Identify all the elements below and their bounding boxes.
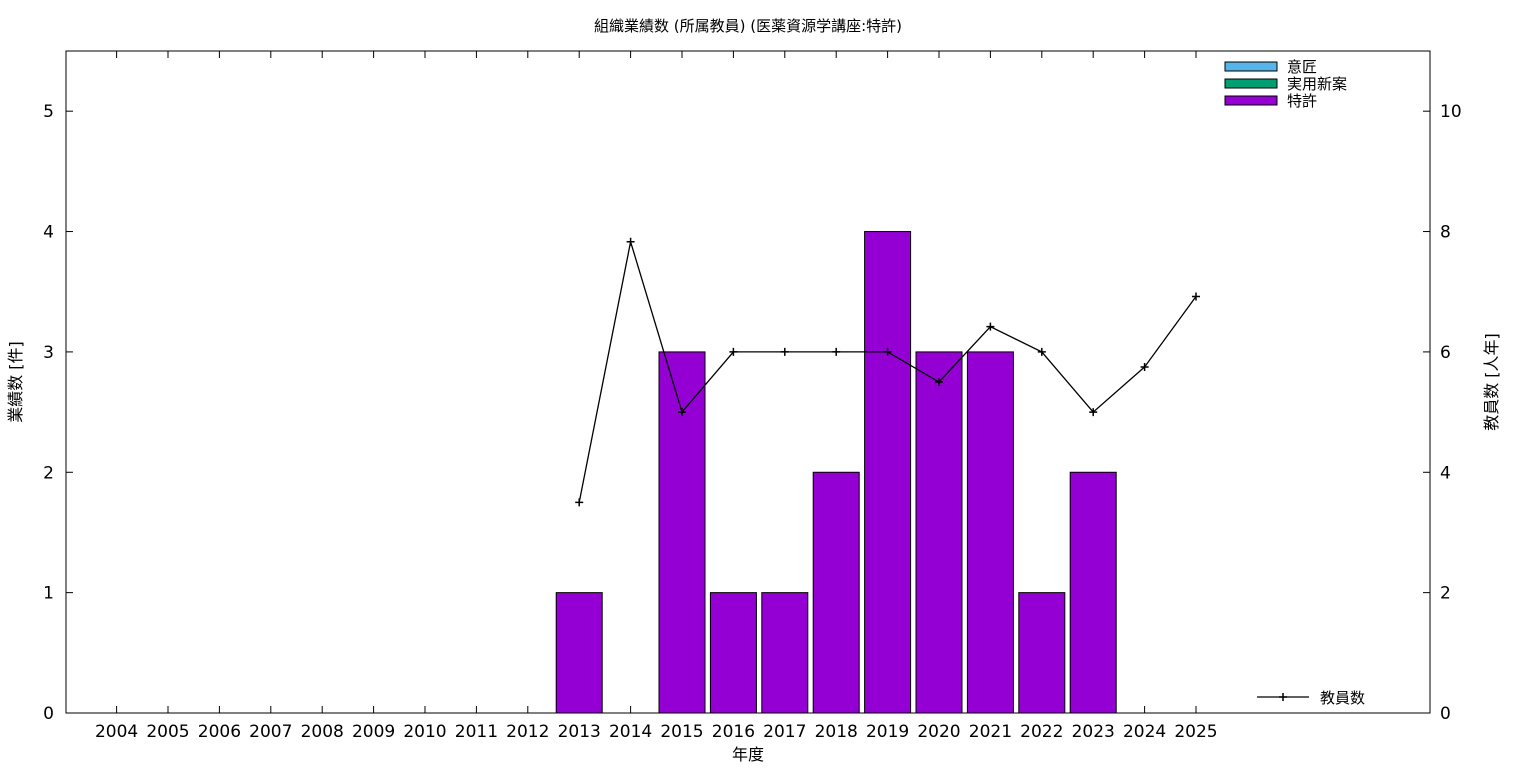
plot-area: 0 1 2 3 4 5 0 2 4 6 8 10 2004 2005 2006 2007 2008 2009 201… bbox=[43, 50, 1462, 742]
x-tick-label: 2008 bbox=[301, 722, 344, 742]
chart-title: 組織業績数 (所属教員) (医薬資源学講座:特許) bbox=[594, 17, 902, 35]
bar-2013 bbox=[555, 592, 603, 714]
legend-label: 意匠 bbox=[1287, 58, 1317, 76]
line-point bbox=[1037, 347, 1046, 356]
bar-2018 bbox=[812, 471, 860, 714]
line-point bbox=[1192, 292, 1200, 301]
bar-2015 bbox=[658, 351, 706, 714]
x-tick-label: 2020 bbox=[917, 722, 960, 742]
line-point bbox=[626, 237, 635, 246]
x-tick-label: 2012 bbox=[506, 722, 549, 742]
x-tick-label: 2024 bbox=[1123, 722, 1166, 742]
legend-swatch bbox=[1224, 61, 1278, 72]
bar-2017 bbox=[761, 592, 809, 714]
x-tick-label: 2005 bbox=[146, 722, 189, 742]
x-tick-label: 2009 bbox=[352, 722, 395, 742]
x-tick-label: 2021 bbox=[969, 722, 1012, 742]
bar-2020 bbox=[915, 351, 963, 714]
x-axis-label: 年度 bbox=[732, 745, 764, 764]
line-point bbox=[883, 347, 892, 356]
x-tick-label: 2011 bbox=[455, 722, 498, 742]
x-tick-label: 2016 bbox=[712, 722, 755, 742]
x-tick-label: 2014 bbox=[609, 722, 652, 742]
y-tick-label: 2 bbox=[43, 463, 54, 483]
y-tick-label: 4 bbox=[43, 223, 54, 243]
x-tick-label: 2004 bbox=[95, 722, 138, 742]
line-point bbox=[575, 498, 584, 507]
y-axis-label: 業績数 [件] bbox=[6, 341, 25, 423]
x-tick-label: 2010 bbox=[403, 722, 446, 742]
x-tick-label: 2022 bbox=[1020, 722, 1063, 742]
x-tick-label: 2015 bbox=[660, 722, 703, 742]
y-tick-label: 3 bbox=[43, 343, 54, 363]
x-tick-label: 2018 bbox=[815, 722, 858, 742]
legend-swatch bbox=[1224, 78, 1278, 89]
x-tick-label: 2013 bbox=[558, 722, 601, 742]
y-tick-label: 5 bbox=[43, 102, 54, 122]
y2-tick-label: 2 bbox=[1440, 584, 1451, 604]
line-point bbox=[832, 347, 841, 356]
x-tick-label: 2006 bbox=[198, 722, 241, 742]
y-tick-label: 1 bbox=[43, 584, 54, 604]
y2-tick-label: 10 bbox=[1440, 102, 1462, 122]
legend-label: 特許 bbox=[1287, 92, 1317, 110]
y2-tick-label: 8 bbox=[1440, 223, 1451, 243]
line-point bbox=[729, 347, 738, 356]
x-tick-label: 2017 bbox=[763, 722, 806, 742]
line-point bbox=[678, 408, 686, 417]
line-point bbox=[1089, 408, 1098, 417]
line-point bbox=[780, 347, 789, 356]
legend-label: 実用新案 bbox=[1287, 75, 1347, 93]
bar-2022 bbox=[1018, 592, 1066, 714]
y2-axis-label: 教員数 [人年] bbox=[1482, 333, 1501, 431]
y2-tick-label: 0 bbox=[1440, 704, 1451, 724]
x-tick-label: 2019 bbox=[866, 722, 909, 742]
line-point bbox=[1140, 362, 1149, 371]
x-tick-label: 2025 bbox=[1174, 722, 1217, 742]
bar-2019 bbox=[864, 231, 912, 714]
line-legend-label: 教員数 bbox=[1320, 689, 1365, 707]
legend-swatch bbox=[1224, 95, 1278, 106]
y2-tick-label: 6 bbox=[1440, 343, 1451, 363]
line-legend-marker bbox=[1279, 693, 1287, 701]
y2-tick-label: 4 bbox=[1440, 463, 1451, 483]
line-point bbox=[935, 378, 943, 386]
line-point bbox=[986, 322, 995, 331]
y-tick-label: 0 bbox=[43, 704, 54, 724]
x-tick-label: 2023 bbox=[1072, 722, 1115, 742]
bar-2021 bbox=[966, 351, 1014, 714]
bar-2023 bbox=[1069, 471, 1117, 714]
bar-2016 bbox=[709, 592, 757, 714]
x-tick-label: 2007 bbox=[249, 722, 292, 742]
